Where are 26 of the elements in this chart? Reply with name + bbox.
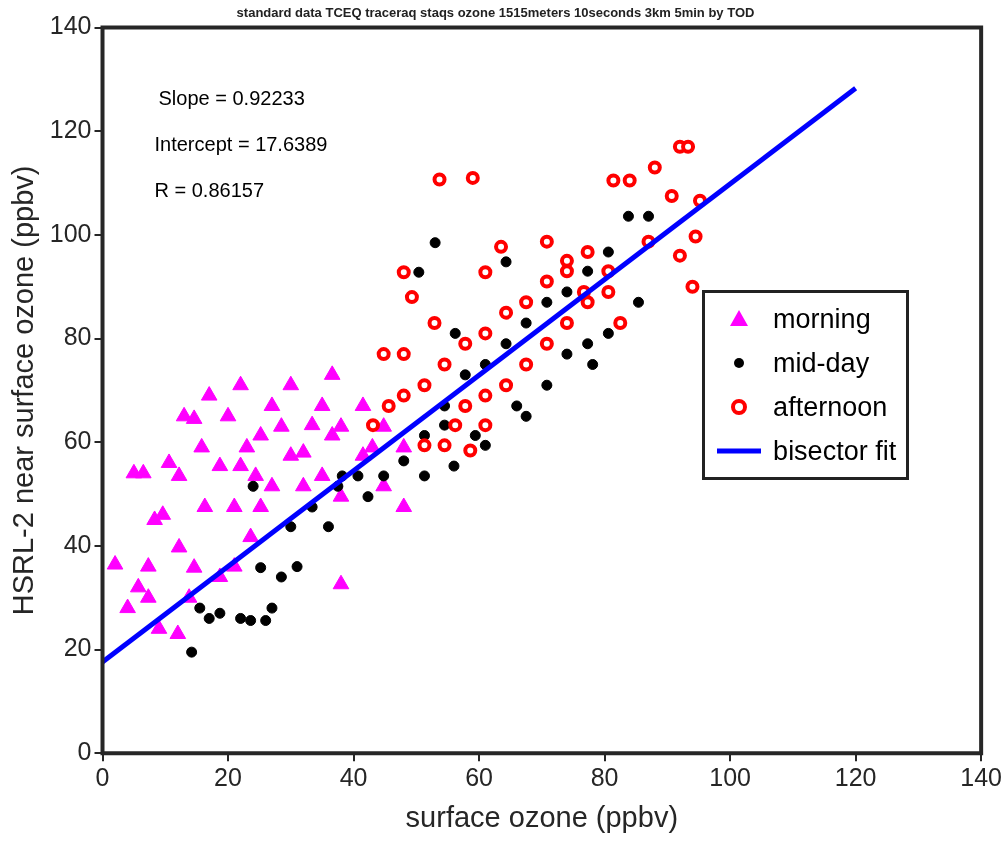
chart-title: standard data TCEQ traceraq staqs ozone 1515meters 10seconds 3km 5min by TOD <box>236 5 755 21</box>
legend-label: mid-day <box>773 347 870 379</box>
legend-label: bisector fit <box>773 435 897 467</box>
x-tick-label: 140 <box>960 763 1002 792</box>
y-tick-label: 0 <box>77 737 92 766</box>
y-tick-label: 140 <box>49 11 92 40</box>
x-tick-label: 0 <box>95 763 110 792</box>
x-tick-label: 80 <box>590 763 619 792</box>
x-tick-label: 100 <box>709 763 751 792</box>
y-tick-label: 40 <box>63 529 92 558</box>
y-tick-label: 60 <box>63 426 92 455</box>
x-tick-label: 20 <box>214 763 242 792</box>
annotation: Slope = 0.92233 <box>158 87 305 110</box>
legend-label: morning <box>773 303 871 335</box>
y-tick-label: 100 <box>49 218 92 247</box>
x-tick-label: 40 <box>339 763 368 792</box>
y-tick-label: 20 <box>63 633 92 662</box>
y-tick-label: 80 <box>63 322 92 351</box>
x-tick-label: 120 <box>834 763 877 792</box>
x-axis-title: surface ozone (ppbv) <box>405 800 679 833</box>
x-tick-label: 60 <box>465 763 493 792</box>
annotation: R = 0.86157 <box>154 179 265 202</box>
annotation: Intercept = 17.6389 <box>154 133 328 156</box>
y-axis-title: HSRL-2 near surface ozone (ppbv) <box>7 165 40 616</box>
legend-label: afternoon <box>773 391 888 423</box>
y-tick-label: 120 <box>49 115 92 144</box>
